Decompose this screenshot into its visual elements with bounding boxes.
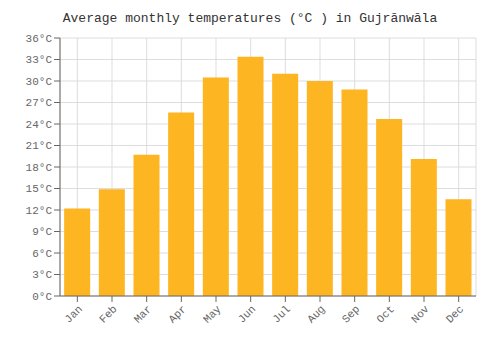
svg-text:24°C: 24°C — [26, 119, 53, 131]
svg-text:Jun: Jun — [236, 303, 258, 325]
svg-text:36°C: 36°C — [26, 33, 53, 45]
svg-text:30°C: 30°C — [26, 76, 53, 88]
html-text:Average monthly temperatures (: Average monthly temperatures (°C ) in Gu… — [62, 11, 438, 26]
svg-text:May: May — [201, 303, 224, 326]
svg-text:6°C: 6°C — [32, 248, 52, 260]
svg-text:Sep: Sep — [340, 303, 362, 325]
svg-text:Feb: Feb — [97, 303, 119, 325]
svg-text:9°C: 9°C — [32, 226, 52, 238]
svg-text:15°C: 15°C — [26, 183, 53, 195]
svg-text:Nov: Nov — [409, 303, 432, 326]
svg-text:12°C: 12°C — [26, 205, 53, 217]
svg-text:21°C: 21°C — [26, 140, 53, 152]
svg-text:33°C: 33°C — [26, 54, 53, 66]
svg-text:Jan: Jan — [62, 303, 84, 325]
svg-text:Aug: Aug — [305, 303, 327, 325]
svg-text:27°C: 27°C — [26, 97, 53, 109]
svg-text:Mar: Mar — [132, 303, 154, 325]
svg-text:Jul: Jul — [270, 303, 292, 325]
svg-text:3°C: 3°C — [32, 269, 52, 281]
svg-text:0°C: 0°C — [32, 291, 52, 303]
svg-text:Apr: Apr — [166, 303, 188, 325]
svg-text:Oct: Oct — [374, 303, 396, 325]
svg-text:18°C: 18°C — [26, 162, 53, 174]
svg-text:Dec: Dec — [444, 303, 466, 325]
